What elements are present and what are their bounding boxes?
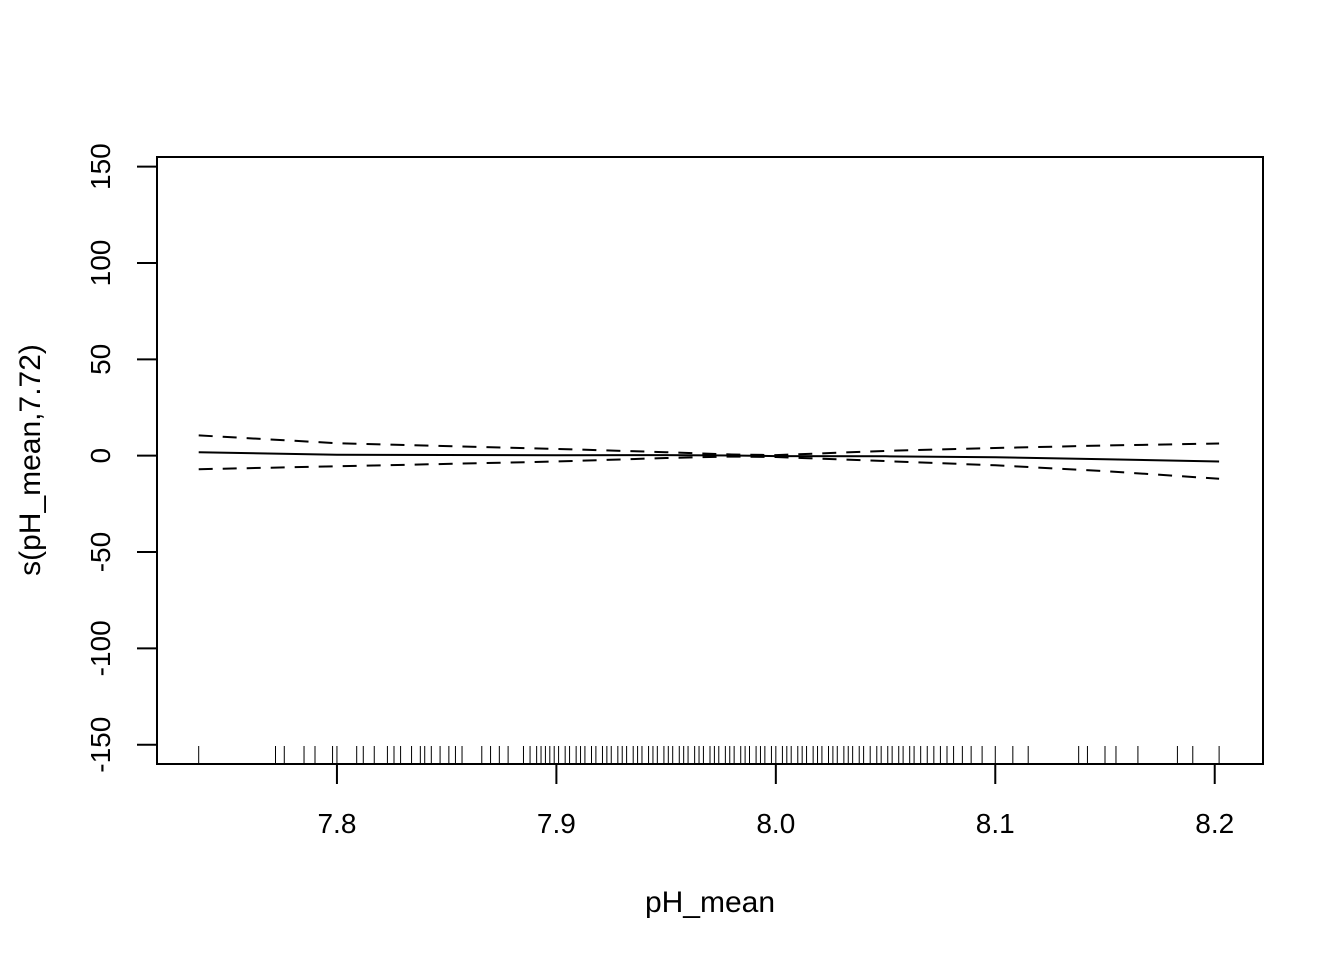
- x-tick-label: 7.8: [317, 808, 356, 839]
- y-tick-label: 150: [85, 143, 116, 190]
- confidence-band-line: [198, 455, 1220, 480]
- plot-frame: [156, 156, 1264, 765]
- y-axis: -150 -100 -50 0 50 100 150: [85, 143, 158, 773]
- x-tick-label: 8.2: [1195, 808, 1234, 839]
- y-tick-label: 100: [85, 240, 116, 287]
- x-axis: 7.8 7.9 8.0 8.1 8.2: [317, 763, 1234, 839]
- y-tick-label: 0: [85, 448, 116, 464]
- rug-layer: [198, 746, 1220, 764]
- x-axis-label: pH_mean: [645, 886, 775, 919]
- y-tick-label: -150: [85, 717, 116, 773]
- y-axis-label: s(pH_mean,7.72): [14, 344, 47, 576]
- x-tick-label: 8.1: [976, 808, 1015, 839]
- series-layer: [198, 434, 1220, 480]
- x-tick-label: 8.0: [756, 808, 795, 839]
- confidence-band-line: [198, 434, 1220, 457]
- y-tick-label: 50: [85, 344, 116, 375]
- x-tick-label: 7.9: [537, 808, 576, 839]
- y-tick-label: -100: [85, 620, 116, 676]
- y-tick-label: -50: [85, 532, 116, 572]
